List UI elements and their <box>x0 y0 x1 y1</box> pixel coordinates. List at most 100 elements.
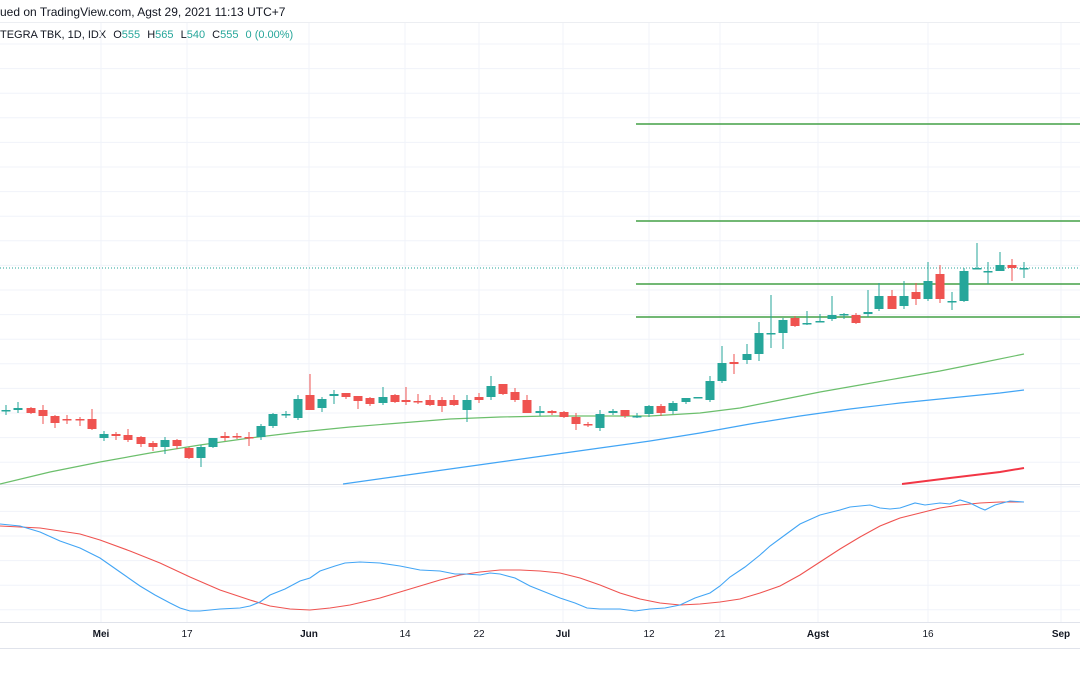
candle <box>208 438 218 448</box>
candle <box>766 295 776 348</box>
candle <box>268 413 278 428</box>
candle <box>802 311 812 325</box>
candle <box>668 401 678 414</box>
high-value: 565 <box>155 29 174 41</box>
candle <box>244 432 254 446</box>
candle <box>522 395 532 413</box>
candle <box>1 405 11 415</box>
candle <box>656 404 666 416</box>
candle <box>608 409 618 415</box>
symbol-legend: TEGRA TBK, 1D, IDX O555 H565 L540 C555 0… <box>0 29 293 41</box>
candle <box>983 262 993 284</box>
candle <box>390 394 400 403</box>
candle <box>13 402 23 413</box>
candle <box>413 394 423 404</box>
change-value: 0 (0.00%) <box>245 29 294 41</box>
candle <box>341 393 351 399</box>
time-axis-label: 17 <box>181 629 193 640</box>
candle <box>136 436 146 447</box>
candle <box>632 413 642 418</box>
candle <box>790 316 800 327</box>
time-axis-label: Sep <box>1052 629 1070 640</box>
low-value: 540 <box>186 29 206 41</box>
candle <box>778 318 788 349</box>
candle <box>583 422 593 427</box>
candle <box>232 433 242 439</box>
candle <box>486 376 496 400</box>
candle <box>462 395 472 422</box>
candle <box>1007 259 1017 281</box>
candle <box>851 313 861 324</box>
candle <box>437 397 447 412</box>
ma-blue-line <box>342 389 1025 485</box>
open-label: O <box>113 29 122 41</box>
candle <box>972 243 982 270</box>
candle <box>729 354 739 374</box>
time-axis[interactable]: Mei 17 Jun 14 22 Jul 12 21 Agst 16 Sep <box>93 629 1071 640</box>
candle <box>353 396 363 409</box>
stochastic-d-line <box>0 501 1024 611</box>
close-value: 555 <box>220 29 239 41</box>
candle <box>693 397 703 399</box>
header-bar: ued on TradingView.com, Agst 29, 2021 11… <box>0 0 1080 23</box>
candle <box>196 445 206 467</box>
ma-red-line <box>901 467 1025 485</box>
candle <box>571 413 581 430</box>
candle <box>62 415 72 424</box>
time-axis-label: Mei <box>93 629 110 640</box>
candle <box>87 409 97 430</box>
candle <box>317 397 327 412</box>
candle <box>75 417 85 426</box>
ma-green-line <box>0 353 1025 485</box>
candle <box>887 290 897 309</box>
candle <box>293 395 303 420</box>
candle <box>899 281 909 309</box>
horizontal-level-lines[interactable] <box>0 123 1080 318</box>
candle <box>995 252 1005 271</box>
candle <box>839 313 849 319</box>
candle <box>160 437 170 454</box>
candle <box>305 374 315 410</box>
candle <box>620 410 630 418</box>
time-axis-label: Agst <box>807 629 830 640</box>
candle <box>378 387 388 405</box>
candle <box>644 405 654 417</box>
time-axis-label: Jul <box>556 629 571 640</box>
candle <box>256 424 266 440</box>
candle <box>923 262 933 301</box>
candle <box>535 406 545 416</box>
published-text: ued on TradingView.com, Agst 29, 2021 11… <box>0 5 286 19</box>
time-axis-label: 12 <box>643 629 655 640</box>
candle <box>935 265 945 303</box>
symbol-info: TEGRA TBK, 1D, IDX <box>0 29 107 41</box>
candle <box>947 292 957 310</box>
candle <box>911 283 921 305</box>
candle <box>401 387 411 405</box>
candle <box>1019 262 1029 278</box>
candle <box>498 384 508 395</box>
candle <box>863 290 873 317</box>
time-axis-label: 21 <box>714 629 726 640</box>
candle <box>449 395 459 406</box>
candle <box>148 441 158 451</box>
candle <box>595 410 605 431</box>
candle <box>754 322 764 361</box>
price-chart[interactable]: Mei 17 Jun 14 22 Jul 12 21 Agst 16 Sep <box>0 23 1080 675</box>
candle <box>329 390 339 404</box>
stochastic-oscillator-pane <box>0 499 1025 612</box>
candle <box>184 447 194 459</box>
candle <box>874 283 884 311</box>
time-axis-label: Jun <box>300 629 318 640</box>
candle <box>26 407 36 414</box>
candle <box>425 395 435 406</box>
candle <box>50 415 60 428</box>
candle <box>742 344 752 364</box>
candle <box>220 432 230 441</box>
candle <box>99 431 109 441</box>
candle <box>111 432 121 440</box>
low-label: L <box>180 29 187 41</box>
candle <box>38 405 48 424</box>
candle <box>815 314 825 323</box>
candlestick-series <box>1 243 1029 467</box>
candle <box>547 410 557 415</box>
